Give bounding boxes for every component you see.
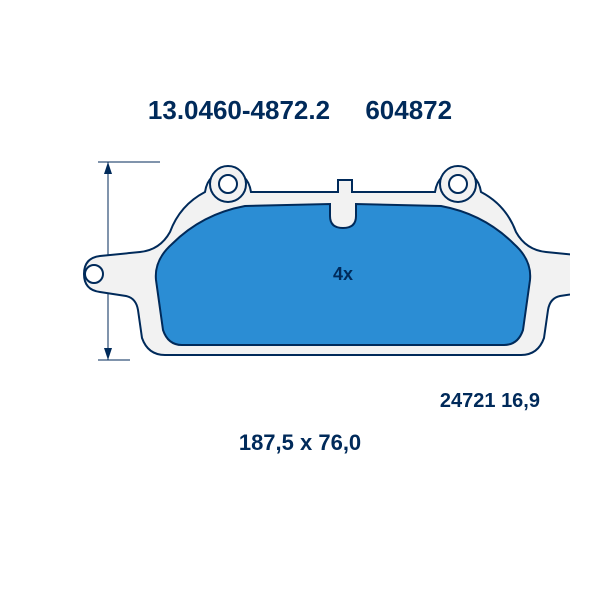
- part-header: 13.0460-4872.2 604872: [0, 95, 600, 126]
- side-ref-label: 24721 16,9: [440, 390, 540, 413]
- sensor-ring-left: [210, 166, 246, 202]
- brake-pad-diagram: 76 4x: [30, 140, 570, 420]
- dimensions-label: 187,5 x 76,0: [0, 430, 600, 456]
- part-number: 13.0460-4872.2: [148, 95, 330, 126]
- mount-hole-left: [85, 265, 103, 283]
- quantity-label: 4x: [333, 264, 353, 284]
- ref-number: 604872: [365, 95, 452, 126]
- sensor-ring-right: [440, 166, 476, 202]
